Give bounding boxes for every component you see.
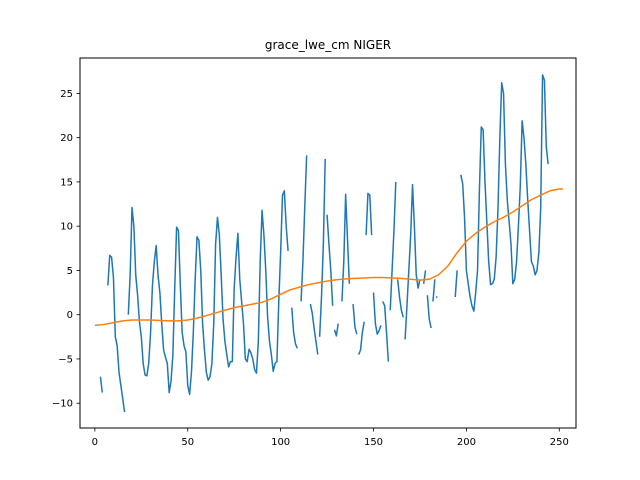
series-0-line-segment-19	[426, 295, 432, 329]
series-0-line-segment-22	[454, 270, 458, 298]
series-0-line-segment-0	[99, 376, 104, 393]
y-tick-label: 15	[60, 177, 73, 188]
series-0-line-segment-8	[333, 323, 339, 337]
y-tick-label: −10	[52, 399, 73, 410]
series-1-line-segment-0	[94, 188, 563, 327]
series-0-line-segment-15	[389, 181, 397, 311]
series-0-line-segment-18	[422, 270, 427, 284]
x-tick-label: 250	[550, 437, 569, 448]
plot-area	[94, 74, 563, 413]
y-tick-label: 5	[67, 266, 73, 277]
series-0-line-segment-10	[352, 304, 358, 335]
series-0-line-segment-9	[341, 193, 351, 302]
series-0-line-segment-23	[460, 74, 549, 312]
y-tick-label: 10	[60, 222, 73, 233]
y-tick-label: 0	[67, 310, 73, 321]
x-tick-label: 100	[271, 437, 290, 448]
series-0-line-segment-7	[326, 214, 334, 306]
y-tick-label: 25	[60, 89, 73, 100]
series-0-point-21	[435, 296, 438, 298]
axes: 0 50 100 150 200 250 −10 −5 0 5 10 15 20 25	[52, 89, 569, 448]
series-0-line-segment-16	[396, 279, 404, 318]
series-0-line-segment-12	[365, 192, 373, 236]
series-0-line-segment-6	[318, 158, 326, 337]
series-0-line-segment-3	[291, 307, 299, 349]
series-0-line-segment-2	[127, 190, 289, 396]
chart-title: grace_lwe_cm NIGER	[265, 38, 391, 52]
series-0-line-segment-4	[300, 155, 308, 302]
plot-frame	[79, 57, 577, 429]
series-0-line-segment-14	[382, 301, 390, 362]
y-tick-label: −5	[58, 354, 73, 365]
x-tick-label: 0	[92, 437, 98, 448]
series-0-line-segment-5	[309, 303, 319, 355]
series-0-line-segment-17	[404, 183, 421, 340]
y-tick-label: 20	[60, 133, 73, 144]
series-0-line-segment-20	[432, 279, 436, 302]
x-tick-label: 150	[364, 437, 383, 448]
x-tick-label: 200	[457, 437, 476, 448]
series-0-line-segment-11	[357, 321, 365, 355]
series-0-line-segment-1	[107, 254, 126, 413]
series-0-line-segment-13	[372, 292, 382, 335]
x-tick-label: 50	[181, 437, 194, 448]
